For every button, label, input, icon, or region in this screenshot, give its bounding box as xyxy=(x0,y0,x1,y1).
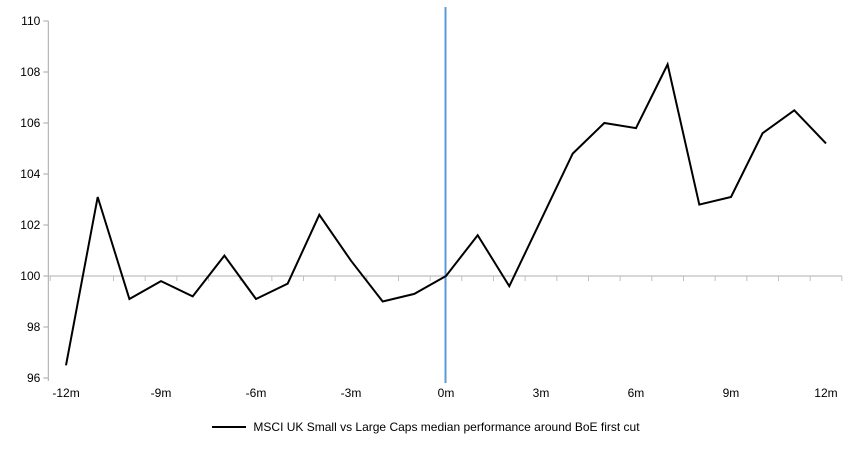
y-tick-label-100: 100 xyxy=(20,269,41,283)
legend-line-swatch xyxy=(212,426,247,428)
x-tick-label--6m: -6m xyxy=(245,386,267,400)
x-tick-label-9m: 9m xyxy=(722,386,740,400)
x-tick-label-12m: 12m xyxy=(814,386,838,400)
y-tick-label-106: 106 xyxy=(20,116,41,130)
series-group xyxy=(65,61,827,366)
y-tick-label-98: 98 xyxy=(26,320,41,334)
x-tick-label--12m: -12m xyxy=(52,386,80,400)
x-tick-label-0m: 0m xyxy=(437,386,455,400)
x-tick-label--9m: -9m xyxy=(150,386,172,400)
y-tick-label-108: 108 xyxy=(20,65,41,79)
y-tick-label-102: 102 xyxy=(20,218,41,232)
legend: MSCI UK Small vs Large Caps median perfo… xyxy=(0,419,852,435)
legend-label: MSCI UK Small vs Large Caps median perfo… xyxy=(253,420,640,434)
y-tick-label-110: 110 xyxy=(21,14,41,28)
y-tick-label-104: 104 xyxy=(20,167,41,181)
axes-group xyxy=(43,20,843,381)
x-tick-label--3m: -3m xyxy=(340,386,362,400)
y-tick-label-96: 96 xyxy=(26,371,41,385)
x-tick-label-6m: 6m xyxy=(627,386,645,400)
x-tick-label-3m: 3m xyxy=(532,386,550,400)
series-line-msci-uk-small-vs-large xyxy=(65,61,827,366)
